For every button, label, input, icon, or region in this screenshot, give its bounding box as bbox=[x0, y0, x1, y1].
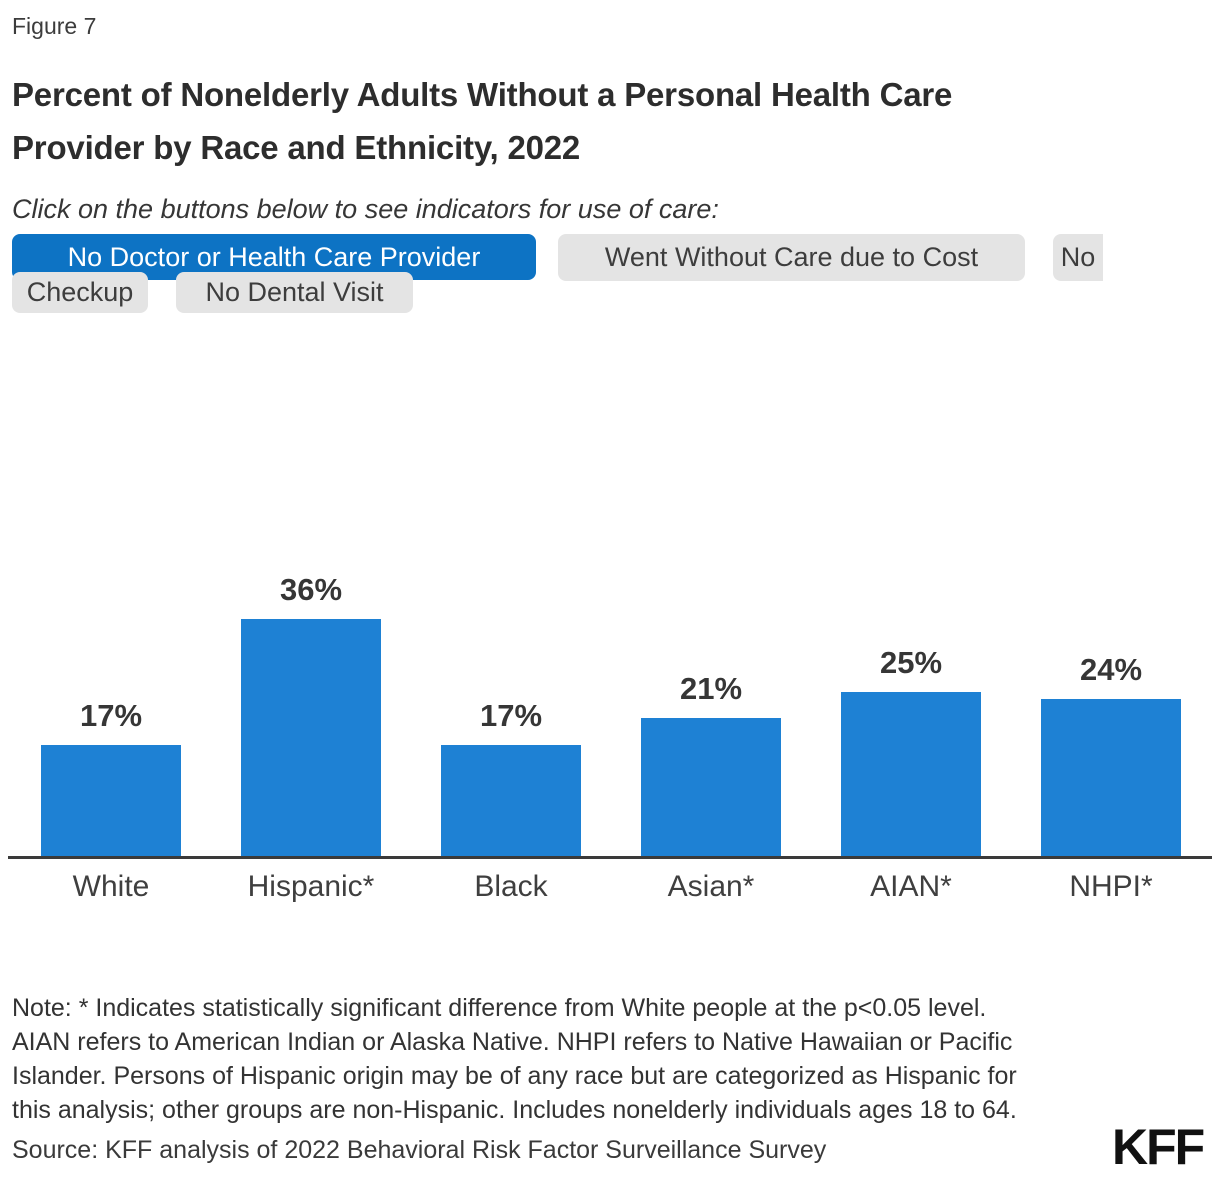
bar-value-label: 36% bbox=[279, 572, 343, 607]
note-line: Islander. Persons of Hispanic origin may… bbox=[12, 1062, 1017, 1090]
bar-hispanic bbox=[241, 619, 381, 857]
bar-value-label: 21% bbox=[679, 671, 743, 706]
bar-value-label: 17% bbox=[479, 698, 543, 733]
bar-value-label: 17% bbox=[79, 698, 143, 733]
source-text: Source: KFF analysis of 2022 Behavioral … bbox=[12, 1136, 827, 1164]
bar-asian bbox=[641, 718, 781, 857]
chart-title: Percent of Nonelderly Adults Without a P… bbox=[12, 68, 1202, 174]
x-axis-category-label: Hispanic* bbox=[247, 870, 375, 903]
button-no-checkup-fragment-1[interactable]: No bbox=[1053, 234, 1103, 281]
bar-black bbox=[441, 745, 581, 857]
bar-value-label: 25% bbox=[879, 645, 943, 680]
button-no-checkup-fragment-2[interactable]: Checkup bbox=[12, 272, 148, 313]
x-axis-category-label: White bbox=[72, 870, 150, 903]
chart-instructions: Click on the buttons below to see indica… bbox=[12, 194, 719, 224]
button-went-without-care-due-to-cost[interactable]: Went Without Care due to Cost bbox=[558, 234, 1025, 281]
note-line: Note: * Indicates statistically signific… bbox=[12, 994, 987, 1022]
x-axis-category-label: NHPI* bbox=[1069, 870, 1153, 903]
kff-logo: KFF bbox=[1112, 1119, 1205, 1175]
figure-number-label: Figure 7 bbox=[12, 13, 97, 39]
x-axis-category-label: Black bbox=[474, 870, 548, 903]
note-line: this analysis; other groups are non-Hisp… bbox=[12, 1096, 1017, 1124]
note-line: AIAN refers to American Indian or Alaska… bbox=[12, 1028, 1013, 1056]
x-axis-category-label: Asian* bbox=[667, 870, 755, 903]
bar-aian bbox=[841, 692, 981, 857]
button-no-dental-visit[interactable]: No Dental Visit bbox=[176, 272, 413, 313]
bar-nhpi bbox=[1041, 699, 1181, 857]
note-text: Note: * Indicates statistically signific… bbox=[12, 991, 1112, 1127]
bar-white bbox=[41, 745, 181, 857]
chart-title-line-1: Percent of Nonelderly Adults Without a P… bbox=[12, 76, 953, 113]
bar-value-label: 24% bbox=[1079, 652, 1143, 687]
x-axis-line bbox=[8, 856, 1212, 859]
x-axis-category-label: AIAN* bbox=[870, 870, 952, 903]
chart-title-line-2: Provider by Race and Ethnicity, 2022 bbox=[12, 129, 581, 166]
